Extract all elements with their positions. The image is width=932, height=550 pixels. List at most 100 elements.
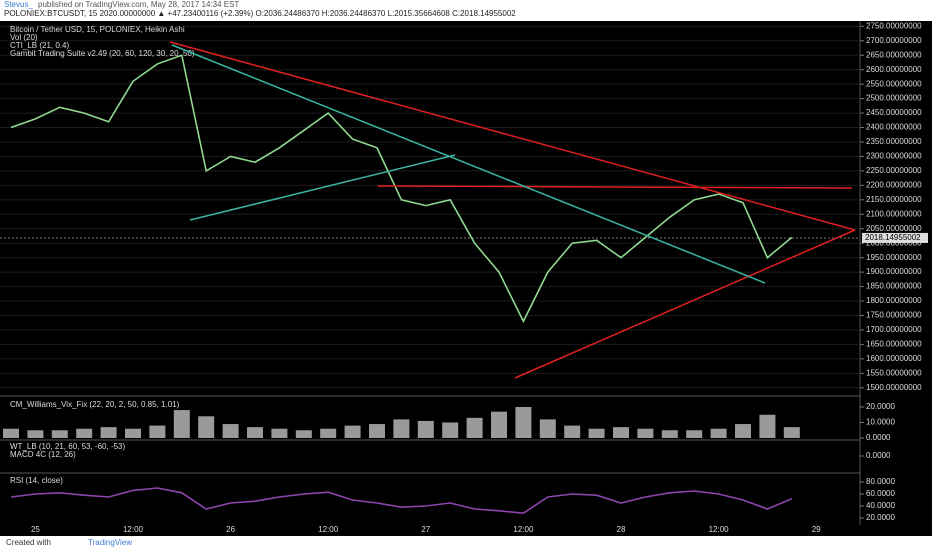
y-tick-label: 2250.00000000 bbox=[866, 166, 922, 175]
panel-title: WT_LB (10, 21, 60, 53, -60, -53) bbox=[10, 442, 126, 451]
y-tick-label: 1900.00000000 bbox=[866, 267, 922, 276]
bar bbox=[295, 430, 312, 438]
bar bbox=[393, 419, 410, 438]
bar bbox=[100, 427, 117, 438]
y-tick-label: 2050.00000000 bbox=[866, 224, 922, 233]
y-tick-label: 1600.00000000 bbox=[866, 354, 922, 363]
bar bbox=[344, 425, 361, 438]
bar bbox=[173, 410, 190, 438]
bar bbox=[3, 428, 19, 438]
panel-title: RSI (14, close) bbox=[10, 476, 63, 485]
y-tick-label: 2350.00000000 bbox=[866, 137, 922, 146]
x-tick-label: 12:00 bbox=[318, 525, 339, 534]
trend-line bbox=[514, 229, 856, 379]
bar bbox=[27, 430, 44, 438]
x-tick-label: 25 bbox=[31, 525, 40, 534]
bar bbox=[369, 424, 385, 438]
bar bbox=[783, 427, 800, 438]
y-tick-label: 10.0000 bbox=[866, 418, 895, 427]
y-tick-label: 1500.00000000 bbox=[866, 383, 922, 392]
bar bbox=[222, 424, 239, 438]
bar bbox=[661, 430, 678, 438]
last-price-label: 2018.14955002 bbox=[865, 233, 921, 242]
published: published on TradingView.com, May 28, 20… bbox=[38, 0, 239, 9]
x-tick-label: 26 bbox=[226, 525, 235, 534]
y-tick-label: 0.0000 bbox=[866, 433, 891, 442]
y-tick-label: 2450.00000000 bbox=[866, 108, 922, 117]
bar bbox=[637, 428, 654, 438]
panel-title: CM_Williams_Vix_Fix (22, 20, 2, 50, 0.85… bbox=[10, 400, 180, 409]
bar bbox=[759, 414, 776, 438]
y-tick-label: 1850.00000000 bbox=[866, 282, 922, 291]
trend-line bbox=[189, 154, 456, 221]
bar bbox=[149, 425, 166, 438]
plot: 1500.00000000 1550.00000000 1600.00000000 1… bbox=[0, 21, 928, 534]
y-tick-label: 1950.00000000 bbox=[866, 253, 922, 262]
y-tick-label: 0.0000 bbox=[866, 451, 891, 460]
y-tick-label: 60.0000 bbox=[866, 489, 895, 498]
y-tick-label: 2200.00000000 bbox=[866, 180, 922, 189]
author[interactable]: Stevus_ bbox=[4, 0, 33, 9]
bar bbox=[539, 419, 556, 438]
trend-line bbox=[377, 185, 853, 189]
legend-line: Vol (20) bbox=[10, 33, 38, 42]
bar bbox=[417, 420, 434, 438]
footer-created: Created with bbox=[6, 538, 51, 547]
footer-brand[interactable]: TradingView bbox=[88, 538, 132, 547]
y-tick-label: 2650.00000000 bbox=[866, 50, 922, 59]
series-line bbox=[10, 487, 793, 515]
header-bar bbox=[0, 0, 932, 21]
bar bbox=[125, 428, 141, 438]
bar bbox=[466, 417, 483, 438]
bar bbox=[588, 428, 605, 438]
bar bbox=[613, 427, 629, 438]
panel-title: Bitcoin / Tether USD, 15, POLONIEX, Heik… bbox=[10, 25, 185, 34]
y-tick-label: 2750.00000000 bbox=[866, 21, 922, 30]
y-tick-label: 1800.00000000 bbox=[866, 296, 922, 305]
trend-line bbox=[169, 41, 856, 231]
footer-bar bbox=[0, 536, 932, 550]
y-tick-label: 2300.00000000 bbox=[866, 152, 922, 161]
y-tick-label: 20.0000 bbox=[866, 513, 895, 522]
x-tick-label: 12:00 bbox=[513, 525, 534, 534]
bar bbox=[735, 424, 751, 438]
y-tick-label: 2700.00000000 bbox=[866, 36, 922, 45]
quote: POLONIEX:BTCUSDT, 15 2020.00000000 ▲ +47… bbox=[4, 9, 516, 18]
y-tick-label: 2550.00000000 bbox=[866, 79, 922, 88]
bar bbox=[710, 428, 727, 438]
x-tick-label: 28 bbox=[617, 525, 626, 534]
trend-line bbox=[171, 44, 766, 284]
bar bbox=[320, 428, 337, 438]
bar bbox=[564, 425, 581, 438]
last-price-box bbox=[862, 232, 928, 243]
y-tick-label: 2100.00000000 bbox=[866, 209, 922, 218]
bar bbox=[76, 428, 93, 438]
legend-line: Gambit Trading Suite v2.49 (20, 60, 120,… bbox=[10, 49, 195, 58]
y-tick-label: 40.0000 bbox=[866, 501, 895, 510]
y-tick-label: 1700.00000000 bbox=[866, 325, 922, 334]
bar bbox=[198, 416, 215, 438]
y-tick-label: 2600.00000000 bbox=[866, 65, 922, 74]
y-tick-label: 2500.00000000 bbox=[866, 94, 922, 103]
y-tick-label: 1750.00000000 bbox=[866, 311, 922, 320]
y-tick-label: 1650.00000000 bbox=[866, 340, 922, 349]
y-tick-label: 20.0000 bbox=[866, 402, 895, 411]
bar bbox=[51, 430, 68, 438]
series-line bbox=[10, 54, 793, 324]
y-tick-label: 2150.00000000 bbox=[866, 195, 922, 204]
x-tick-label: 27 bbox=[421, 525, 430, 534]
y-tick-label: 80.0000 bbox=[866, 477, 895, 486]
y-tick-label: 2400.00000000 bbox=[866, 123, 922, 132]
x-tick-label: 29 bbox=[812, 525, 821, 534]
bar bbox=[515, 406, 532, 438]
legend-line: CTI_LB (21, 0.4) bbox=[10, 41, 69, 50]
bar bbox=[247, 427, 263, 438]
bar bbox=[442, 422, 459, 438]
panel-subtitle: MACD 4C (12, 26) bbox=[10, 450, 76, 459]
bar bbox=[491, 411, 507, 438]
y-tick-label: 1550.00000000 bbox=[866, 368, 922, 377]
x-tick-label: 12:00 bbox=[709, 525, 730, 534]
